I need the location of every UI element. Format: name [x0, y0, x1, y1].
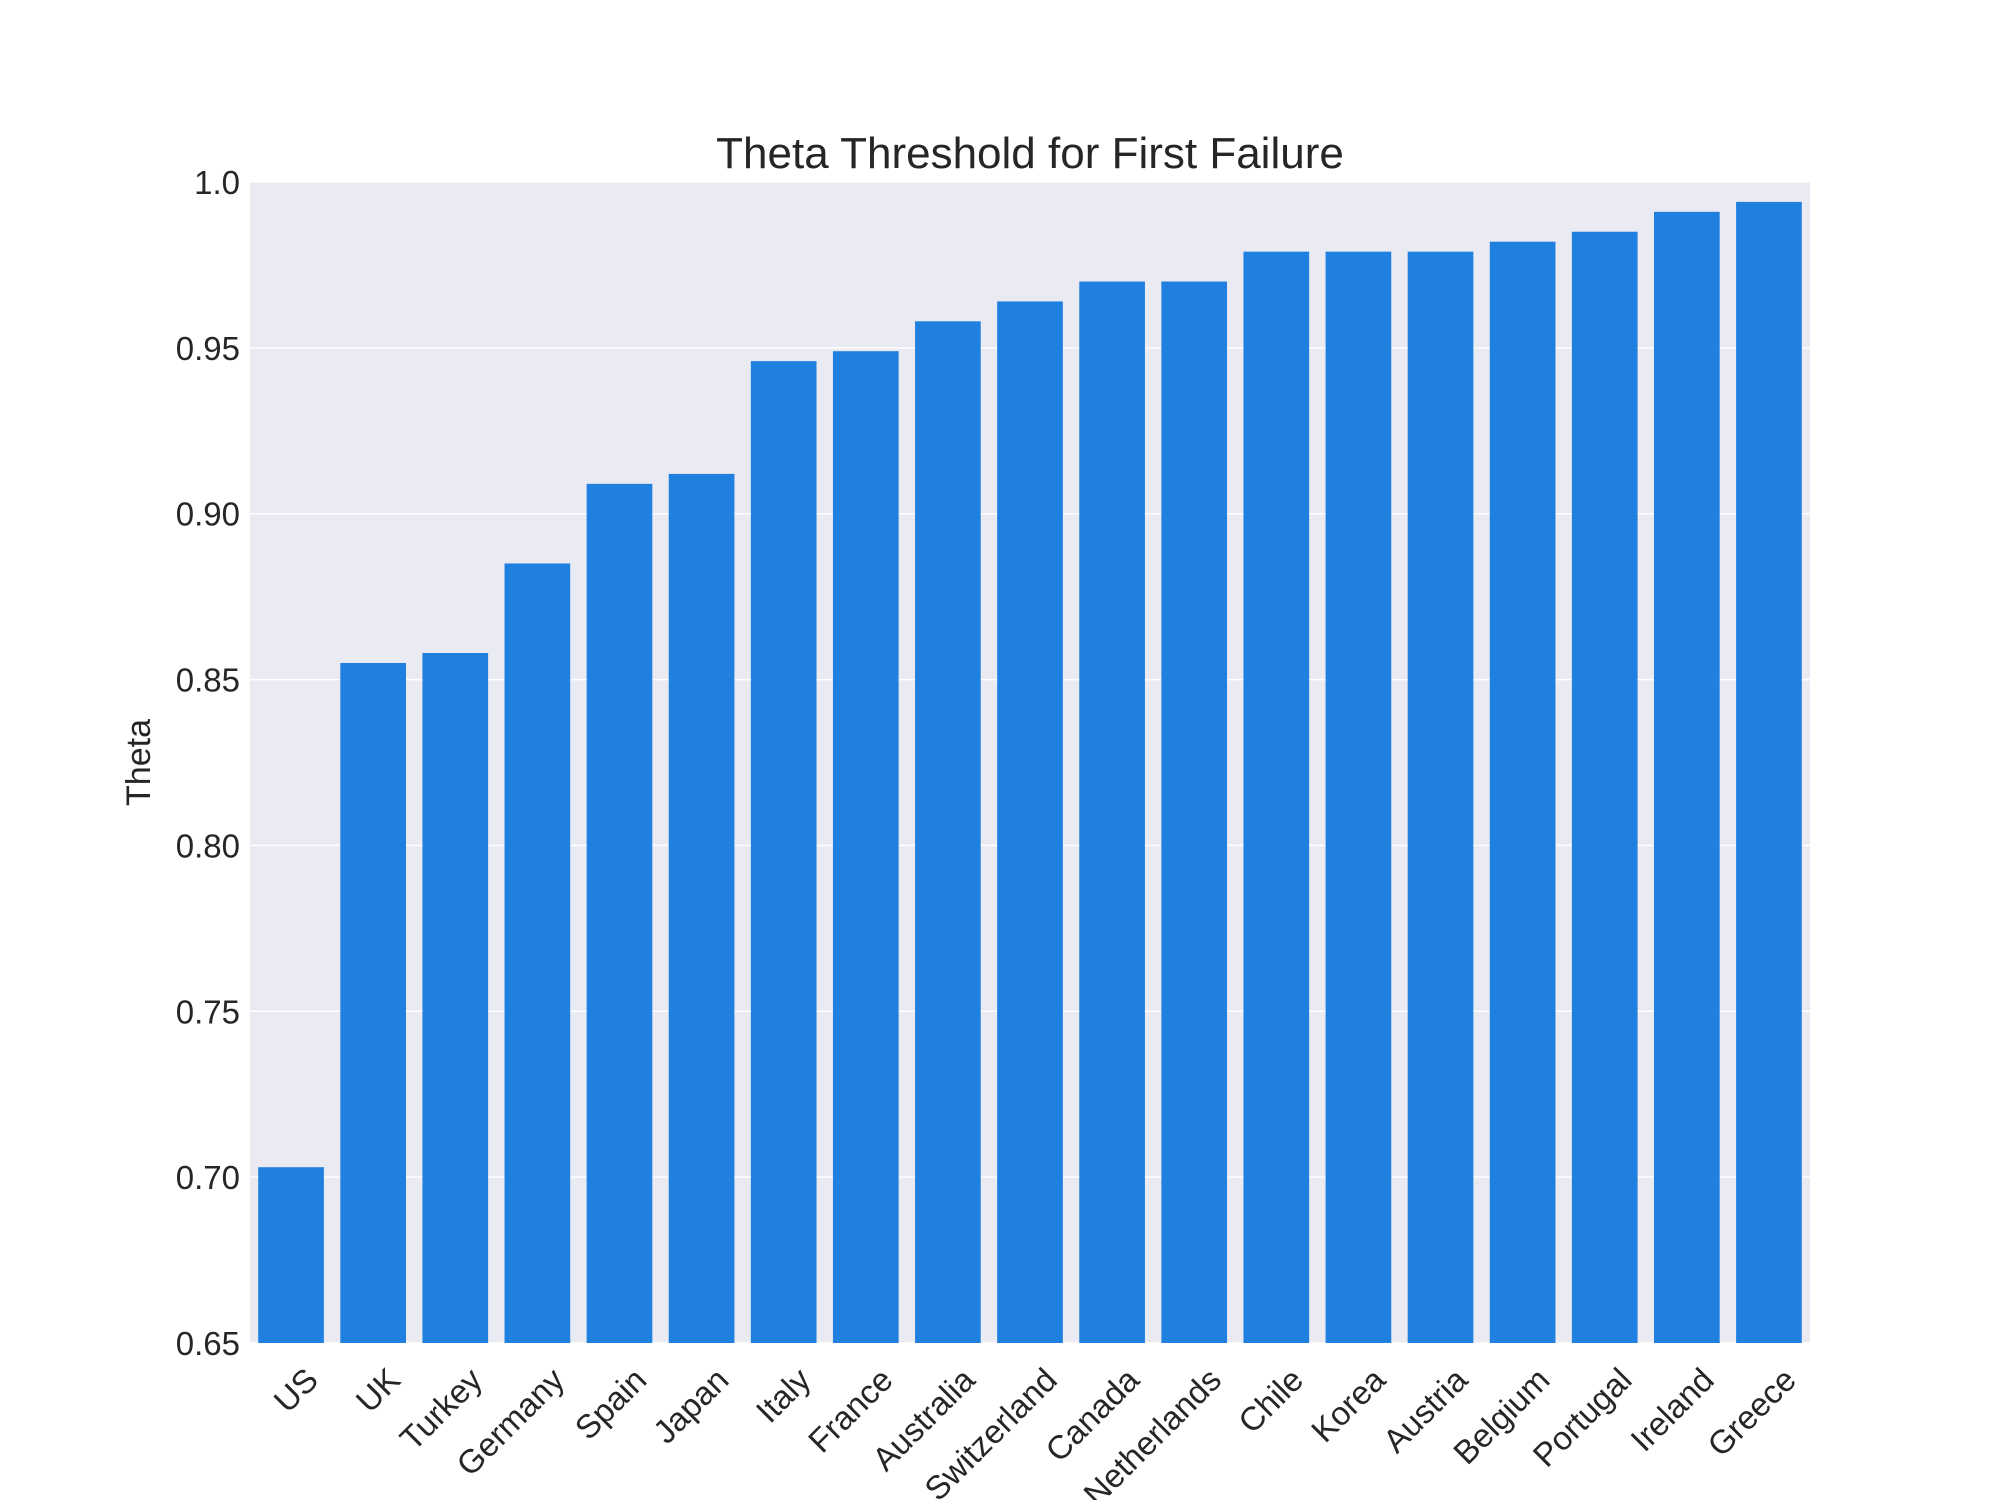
bars	[258, 201, 1802, 1344]
bar-us	[258, 1167, 324, 1343]
bar-ireland	[1654, 211, 1720, 1344]
y-tick-label: 0.90	[176, 496, 240, 533]
x-tick-label: US	[266, 1361, 325, 1420]
bar-germany	[504, 563, 571, 1343]
y-tick-label: 0.80	[176, 827, 240, 864]
bar-switzerland	[997, 301, 1063, 1344]
bar-australia	[915, 321, 981, 1343]
x-tick-label: Italy	[749, 1360, 818, 1429]
y-tick-label: 0.95	[176, 330, 240, 367]
bar-belgium	[1489, 241, 1556, 1343]
y-tick-label: 0.70	[176, 1159, 240, 1196]
y-tick-label: 0.75	[176, 993, 240, 1030]
bar-chile	[1243, 251, 1310, 1343]
bar-turkey	[422, 653, 489, 1343]
bar-uk	[340, 662, 406, 1343]
chart-title: Theta Threshold for First Failure	[716, 129, 1344, 178]
bar-canada	[1079, 281, 1145, 1343]
y-tick-label: 1.0	[194, 164, 240, 201]
x-tick-label: Spain	[568, 1361, 654, 1447]
y-axis-label: Theta	[120, 719, 158, 806]
x-tick-label: Chile	[1231, 1361, 1310, 1440]
bar-spain	[586, 483, 653, 1343]
bar-italy	[750, 361, 817, 1343]
x-tick-label: Greece	[1700, 1361, 1803, 1464]
bar-austria	[1407, 251, 1474, 1343]
bar-greece	[1736, 201, 1802, 1344]
y-tick-label: 0.85	[176, 662, 240, 699]
x-tick-label: Japan	[646, 1361, 736, 1451]
bar-france	[832, 351, 899, 1343]
y-tick-label: 0.65	[176, 1325, 240, 1362]
y-tick-labels: 0.65 0.70 0.75 0.80 0.85 0.90 0.95 1.0	[176, 164, 240, 1362]
bar-netherlands	[1161, 281, 1228, 1343]
bar-korea	[1325, 251, 1392, 1343]
bar-japan	[668, 473, 735, 1343]
bar-portugal	[1571, 231, 1638, 1344]
x-tick-label: UK	[348, 1361, 407, 1420]
